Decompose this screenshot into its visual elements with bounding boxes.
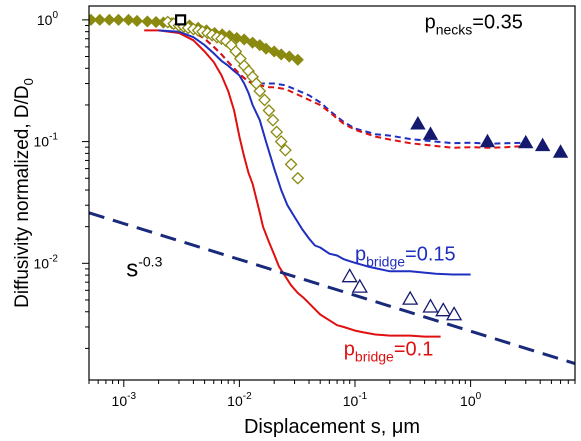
y-tick-label: 100 (37, 10, 59, 28)
x-tick-label: 10-3 (112, 391, 137, 409)
y-axis-title: Diffusivity normalized, D/D0 (12, 78, 36, 308)
series-olive-filled-diamonds (89, 13, 304, 66)
annotations: pnecks=0.35 pbridge=0.15 pbridge=0.1 s-0.3 (126, 11, 523, 364)
series-line-blue-solid (158, 29, 471, 276)
plot-area (89, 13, 575, 366)
data-point (435, 302, 452, 317)
data-point (274, 135, 288, 149)
x-axis-title: Displacement s, μm (244, 416, 420, 438)
data-point (266, 113, 280, 127)
data-point (445, 306, 463, 321)
data-point (270, 125, 284, 139)
data-point (130, 14, 144, 28)
series-line-red-solid (144, 29, 441, 338)
data-point (253, 84, 267, 98)
data-point (291, 53, 304, 66)
data-point (283, 50, 296, 63)
data-point (89, 13, 98, 26)
series-olive-open-diamonds (161, 15, 305, 185)
annotation-power-law: s-0.3 (126, 253, 162, 282)
data-point (175, 14, 187, 26)
data-point (351, 278, 368, 293)
data-point (402, 290, 419, 305)
data-point (518, 134, 534, 149)
plot-frame (88, 5, 576, 381)
data-point (410, 115, 426, 130)
annotation-pbridge015: pbridge=0.15 (355, 244, 456, 270)
data-point (141, 15, 154, 28)
data-point (291, 171, 305, 185)
series-line-blue-dashed (178, 27, 526, 145)
series-navy-open-triangles (341, 268, 463, 321)
data-point (93, 13, 106, 26)
data-point (278, 143, 292, 157)
axis-ticks: 10-3 10-2 10-1 100 100 10-1 10-2 (34, 10, 576, 409)
data-point (422, 126, 439, 140)
series-line-red-dashed (178, 26, 526, 149)
x-tick-label: 10-2 (227, 391, 252, 409)
y-tick-label: 10-2 (34, 253, 59, 271)
series-navy-filled-triangles (410, 115, 569, 158)
y-axis-title-subscript: 0 (21, 78, 36, 85)
data-point (422, 298, 439, 313)
data-point (103, 13, 116, 26)
annotation-pnecks: pnecks=0.35 (425, 11, 523, 37)
data-point (534, 137, 551, 152)
data-point (341, 268, 358, 283)
x-tick-label: 100 (460, 391, 482, 409)
annotation-pbridge01: pbridge=0.1 (344, 338, 434, 364)
series-line-fit-power-law (89, 211, 575, 366)
y-axis-title-main: Diffusivity normalized, D/D (12, 85, 33, 307)
x-tick-label: 10-1 (343, 391, 368, 409)
series-black-open-square (175, 14, 187, 26)
data-point (552, 144, 569, 158)
data-point (122, 13, 135, 26)
data-point (149, 15, 163, 29)
data-point (262, 104, 276, 117)
data-point (112, 13, 125, 26)
y-tick-label: 10-1 (34, 132, 59, 150)
data-point (479, 133, 496, 148)
data-point (258, 93, 271, 107)
data-point (284, 157, 298, 171)
